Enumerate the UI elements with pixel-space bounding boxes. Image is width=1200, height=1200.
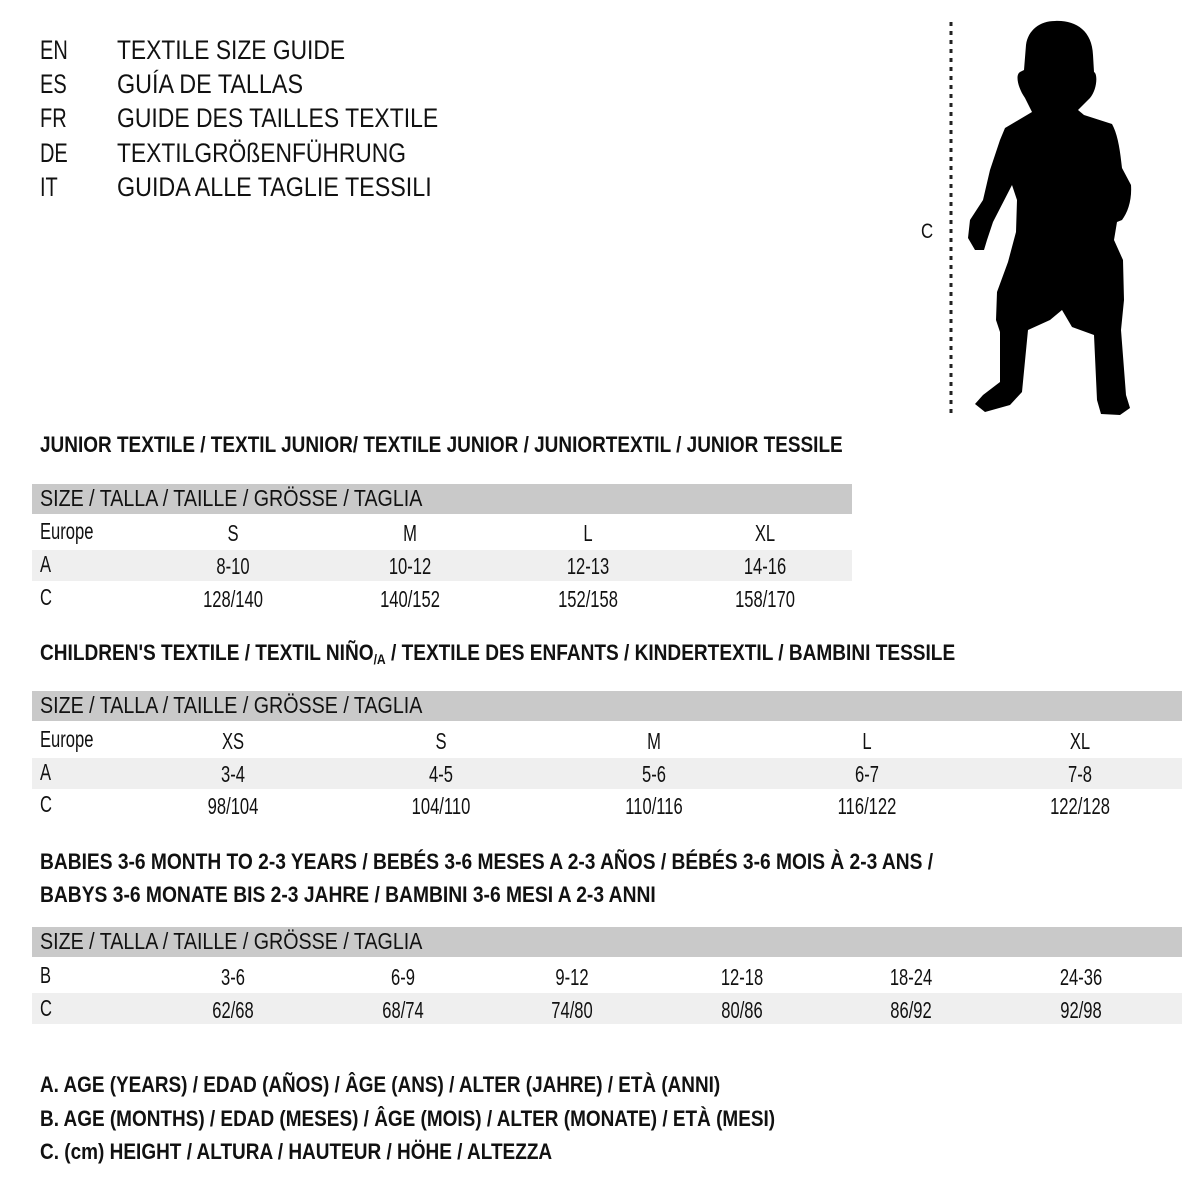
cell: 18-24 — [889, 964, 933, 990]
cell: 140/152 — [380, 586, 440, 612]
lang-code: DE — [40, 138, 68, 168]
cell: S — [435, 728, 447, 754]
section-title: CHILDREN'S TEXTILE / TEXTIL NIÑO/A / TEX… — [40, 640, 956, 667]
cell: M — [403, 520, 417, 546]
legend-item: C. (cm) HEIGHT / ALTURA / HAUTEUR / HÖHE… — [40, 1139, 553, 1164]
cell: M — [647, 728, 661, 754]
cell: 14-16 — [743, 553, 787, 579]
section-title: JUNIOR TEXTILE / TEXTIL JUNIOR/ TEXTILE … — [40, 432, 843, 457]
cell: 7-8 — [1068, 761, 1092, 787]
cell: 3-6 — [221, 964, 245, 990]
row-label: A — [40, 551, 52, 577]
lang-code: EN — [40, 35, 68, 65]
size-header-bar — [32, 691, 1182, 721]
cell: 122/128 — [1050, 793, 1110, 819]
cell: S — [227, 520, 239, 546]
cell: 12-13 — [566, 553, 610, 579]
lang-title: GUÍA DE TALLAS — [117, 69, 304, 99]
row-band — [32, 993, 1182, 1024]
cell: 92/98 — [1060, 997, 1102, 1023]
cell: 86/92 — [890, 997, 932, 1023]
cell: 128/140 — [203, 586, 263, 612]
lang-title: TEXTILE SIZE GUIDE — [117, 35, 346, 65]
cell: 80/86 — [721, 997, 763, 1023]
cell: L — [583, 520, 593, 546]
cell: 116/122 — [837, 793, 897, 819]
row-band — [32, 550, 852, 581]
title-subscript: /A — [373, 651, 386, 667]
legend-item: B. AGE (MONTHS) / EDAD (MESES) / ÂGE (MO… — [40, 1106, 776, 1131]
cell: 74/80 — [551, 997, 593, 1023]
section-title: BABIES 3-6 MONTH TO 2-3 YEARS / BEBÉS 3-… — [40, 849, 934, 874]
size-header-bar — [32, 927, 1182, 957]
size-header-bar — [32, 484, 852, 514]
cell: 3-4 — [221, 761, 245, 787]
title-text: / TEXTILE DES ENFANTS / KINDERTEXTIL / B… — [385, 640, 956, 665]
lang-code: IT — [40, 172, 58, 202]
section-title: BABYS 3-6 MONATE BIS 2-3 JAHRE / BAMBINI… — [40, 882, 656, 907]
cell: 98/104 — [207, 793, 259, 819]
cell: 62/68 — [212, 997, 254, 1023]
cell: XL — [754, 520, 776, 546]
row-label: C — [40, 995, 52, 1021]
row-label: C — [40, 584, 52, 610]
lang-title: TEXTILGRÖßENFÜHRUNG — [117, 138, 407, 168]
measure-label: C — [921, 220, 934, 243]
cell: 152/158 — [558, 586, 618, 612]
cell: 5-6 — [642, 761, 666, 787]
baby-silhouette-icon — [949, 20, 1132, 415]
cell: 8-10 — [216, 553, 250, 579]
row-label: Europe — [40, 726, 94, 752]
cell: 110/116 — [625, 793, 683, 819]
lang-title: GUIDE DES TAILLES TEXTILE — [117, 103, 439, 133]
cell: 12-18 — [720, 964, 764, 990]
cell: 9-12 — [555, 964, 589, 990]
row-band — [32, 758, 1182, 789]
legend-item: A. AGE (YEARS) / EDAD (AÑOS) / ÂGE (ANS)… — [40, 1072, 721, 1097]
row-label: Europe — [40, 518, 94, 544]
lang-title: GUIDA ALLE TAGLIE TESSILI — [117, 172, 432, 202]
cell: 158/170 — [735, 586, 795, 612]
lang-code: FR — [40, 103, 67, 133]
size-header: SIZE / TALLA / TAILLE / GRÖSSE / TAGLIA — [40, 692, 423, 718]
lang-code: ES — [40, 69, 67, 99]
cell: 6-7 — [855, 761, 879, 787]
title-text: CHILDREN'S TEXTILE / TEXTIL NIÑO — [40, 640, 374, 665]
cell: L — [862, 728, 872, 754]
cell: 10-12 — [388, 553, 432, 579]
row-label: A — [40, 759, 52, 785]
cell: 4-5 — [429, 761, 453, 787]
cell: 68/74 — [382, 997, 424, 1023]
size-header: SIZE / TALLA / TAILLE / GRÖSSE / TAGLIA — [40, 928, 423, 954]
cell: 6-9 — [391, 964, 415, 990]
cell: XS — [221, 728, 245, 754]
row-label: B — [40, 962, 52, 988]
row-label: C — [40, 791, 52, 817]
cell: 24-36 — [1059, 964, 1103, 990]
cell: 104/110 — [411, 793, 471, 819]
cell: XL — [1069, 728, 1091, 754]
size-header: SIZE / TALLA / TAILLE / GRÖSSE / TAGLIA — [40, 485, 423, 511]
